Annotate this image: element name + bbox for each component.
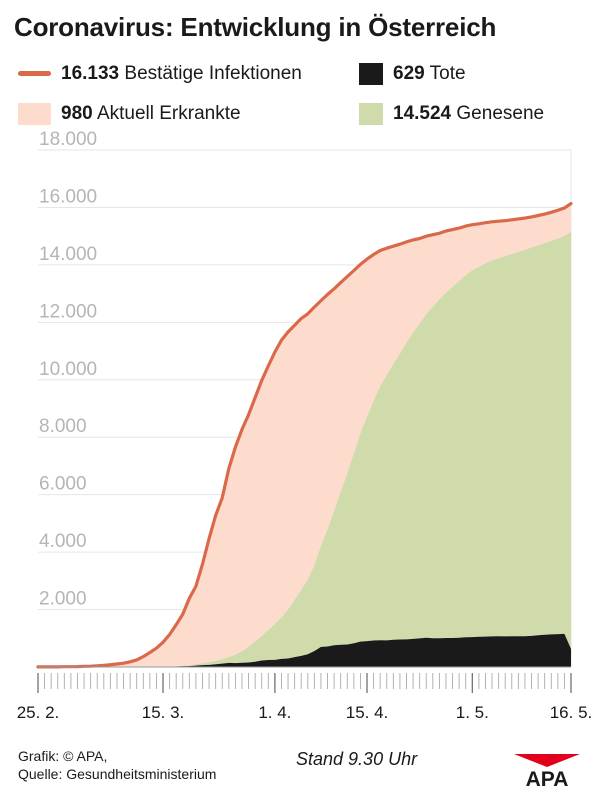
chart-area: 2.000 4.000 6.000 8.000 10.000 12.000 14.000 16…: [17, 129, 593, 722]
line-layer: [36, 202, 573, 669]
y-tick-label: 2.000: [39, 589, 87, 610]
legend-box-swatch: [18, 103, 51, 125]
x-axis: 25. 2. 15. 3. 1. 4. 15. 4. 1. 5. 16. 5.: [17, 666, 593, 722]
chart-title: Coronavirus: Entwicklung in Österreich: [14, 12, 497, 42]
apa-logo-text: APA: [526, 768, 569, 788]
legend-item-infektionen: 16.133 Bestätige Infektionen: [18, 63, 302, 85]
x-tick-label: 15. 3.: [142, 703, 185, 722]
line-bestaetigte-infektionen: [36, 202, 573, 669]
legend-value: 14.524: [393, 103, 452, 125]
legend-label: Bestätige Infektionen: [124, 63, 302, 84]
area-tote: [38, 633, 571, 667]
legend-value: 629: [393, 63, 425, 85]
y-tick-label: 18.000: [39, 129, 97, 150]
y-tick-label: 10.000: [39, 359, 97, 380]
legend-box-swatch: [359, 63, 383, 85]
x-tick-label: 25. 2.: [17, 703, 60, 722]
legend-label: Tote: [429, 63, 466, 85]
x-tick-label: 1. 4.: [258, 703, 291, 722]
credit-line: Grafik: © APA,: [18, 748, 108, 764]
legend-item-erkrankte: 980 Aktuell Erkrankte: [18, 103, 241, 125]
apa-logo: APA: [514, 754, 580, 788]
legend-label: Aktuell Erkrankte: [96, 103, 241, 125]
stand-timestamp: Stand 9.30 Uhr: [296, 749, 418, 769]
x-tick-label: 15. 4.: [346, 703, 389, 722]
legend-value: 980: [61, 103, 93, 125]
apa-logo-mark: [514, 754, 580, 767]
y-tick-label: 4.000: [39, 531, 87, 552]
area-genesene: [38, 231, 571, 668]
credit-source: Quelle: Gesundheitsministerium: [18, 766, 217, 782]
legend-item-genesene: 14.524 Genesene: [359, 103, 544, 125]
x-tick-label: 16. 5.: [550, 703, 593, 722]
legend-value: 16.133: [61, 63, 120, 84]
x-tick-label: 1. 5.: [456, 703, 489, 722]
legend-item-tote: 629 Tote: [359, 63, 466, 85]
area-layers: [38, 203, 571, 668]
area-aktuell-erkrankte: [38, 203, 571, 667]
legend-label: Genesene: [456, 103, 545, 125]
y-tick-label: 8.000: [39, 416, 87, 437]
legend-line-swatch: [18, 71, 51, 77]
credit: Grafik: © APA, Quelle: Gesundheitsminist…: [18, 747, 216, 783]
y-tick-label: 16.000: [39, 186, 97, 207]
y-tick-label: 12.000: [39, 301, 97, 322]
y-axis-labels: 2.000 4.000 6.000 8.000 10.000 12.000 14.000 16…: [39, 129, 97, 610]
y-tick-label: 6.000: [39, 474, 87, 495]
legend-box-swatch: [359, 103, 383, 125]
y-tick-label: 14.000: [39, 244, 97, 265]
